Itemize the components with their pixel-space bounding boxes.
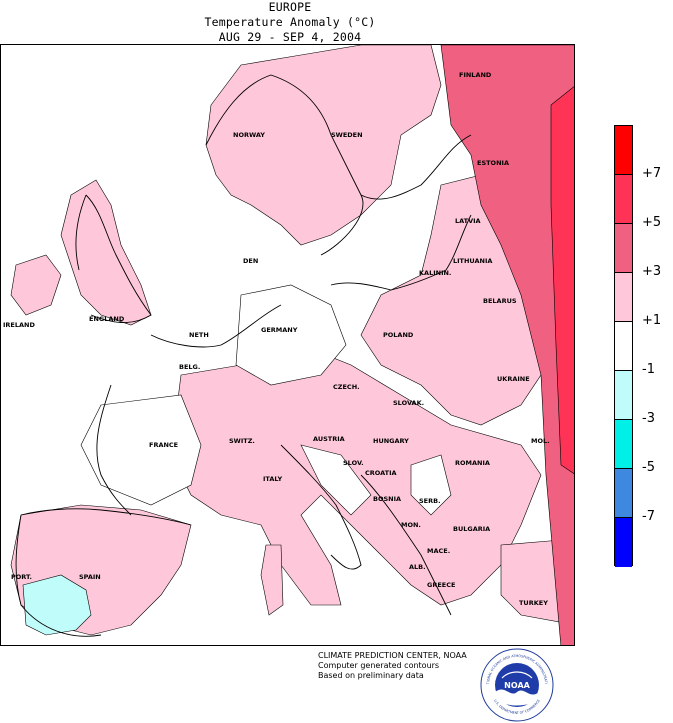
label-finland: FINLAND [459,71,492,79]
credits-block: CLIMATE PREDICTION CENTER, NOAA Computer… [318,651,467,681]
label-belarus: BELARUS [483,297,517,305]
legend-swatch [615,469,632,518]
legend-swatch [615,322,632,371]
label-bosnia: BOSNIA [373,495,401,503]
label-switz: SWITZ. [229,437,255,445]
legend-tick-label: +1 [642,313,662,328]
label-den: DEN [243,257,258,265]
region-title: EUROPE [268,0,312,14]
map-canvas: FINLAND NORWAY SWEDEN ESTONIA LATVIA DEN… [1,45,574,645]
label-poland: POLAND [383,331,414,339]
region-finland-east [440,45,574,645]
label-bulgaria: BULGARIA [453,525,490,533]
legend-tick-label: -3 [642,411,655,426]
legend-swatch [615,518,632,567]
coast-baltic [330,214,472,291]
near-normal-regions [80,284,452,516]
region-france-white [80,394,202,506]
anomaly-plus5-regions [550,86,574,475]
logo-wordmark: NOAA [504,681,530,690]
label-romania: ROMANIA [455,459,490,467]
label-ireland: IRELAND [3,321,35,329]
label-lithuania: LITHUANIA [453,257,492,265]
credit-line-3: Based on preliminary data [318,671,424,680]
label-mon: MON. [401,521,421,529]
label-greece: GREECE [427,581,455,589]
region-adriatic-white [300,444,372,516]
coast-scandinavia [205,74,472,256]
label-slovak: SLOVAK. [393,399,424,407]
label-serb: SERB. [419,497,441,505]
region-ireland [10,254,62,316]
label-latvia: LATVIA [455,217,481,225]
legend-swatch [615,273,632,322]
coastlines [15,74,472,637]
region-scandinavia [205,45,442,246]
label-sweden: SWEDEN [331,131,363,139]
label-slov: SLOV. [343,459,364,467]
label-croatia: CROATIA [365,469,397,477]
legend-tick-label: +5 [642,215,662,230]
label-italy: ITALY [263,475,283,483]
label-belg: BELG. [179,363,200,371]
legend-tick-label: -5 [642,460,655,475]
label-ukraine: UKRAINE [497,375,530,383]
coast-britain [75,194,152,324]
legend-swatch [615,175,632,224]
region-russia-far-east [550,86,574,475]
noaa-logo: NATIONAL OCEANIC AND ATMOSPHERIC ADMINIS… [480,648,554,722]
label-spain: SPAIN [79,573,101,581]
region-southern-spain [22,574,92,636]
map-header: EUROPE Temperature Anomaly (°C) AUG 29 -… [0,0,580,45]
region-corsica-sardinia [260,544,284,616]
label-mace: MACE. [427,547,450,555]
anomaly-map: FINLAND NORWAY SWEDEN ESTONIA LATVIA DEN… [0,44,575,646]
label-estonia: ESTONIA [477,159,509,167]
legend-swatch [615,224,632,273]
label-alb: ALB. [409,563,426,571]
period-label: AUG 29 - SEP 4, 2004 [218,30,362,44]
label-kalinin: KALININ. [419,269,451,277]
label-austria: AUSTRIA [313,435,345,443]
legend-tick-label: +7 [642,166,662,181]
credit-line-2: Computer generated contours [318,661,440,670]
coast-balkans [360,474,452,616]
map-subtitle: Temperature Anomaly (°C) [204,15,376,29]
anomaly-plus3-regions [440,45,574,645]
label-germany: GERMANY [261,326,298,334]
legend-swatch [615,420,632,469]
region-germany-white [235,284,347,386]
anomaly-minus1-regions [22,574,92,636]
logo-wave-icon [495,689,539,706]
label-port: PORT. [11,573,32,581]
legend-swatch [615,126,632,175]
label-england: ENGLAND [89,315,125,323]
label-france: FRANCE [149,441,178,449]
legend-tick-label: +3 [642,264,662,279]
coast-iberia [15,508,192,637]
coast-continent [96,304,282,516]
label-mol: MOL. [531,437,550,445]
coast-italy [280,444,362,570]
logo-bird-icon [501,671,533,679]
label-turkey: TURKEY [519,599,548,607]
country-labels: FINLAND NORWAY SWEDEN ESTONIA LATVIA DEN… [3,71,550,607]
label-hungary: HUNGARY [373,437,409,445]
color-legend [614,125,633,567]
credit-line-1: CLIMATE PREDICTION CENTER, NOAA [318,651,467,660]
region-balkan-white [410,454,452,516]
label-neth: NETH [189,331,209,339]
label-norway: NORWAY [233,131,265,139]
legend-swatch [615,371,632,420]
label-czech: CZECH. [333,383,360,391]
legend-tick-label: -7 [642,509,655,524]
legend-tick-label: -1 [642,362,655,377]
